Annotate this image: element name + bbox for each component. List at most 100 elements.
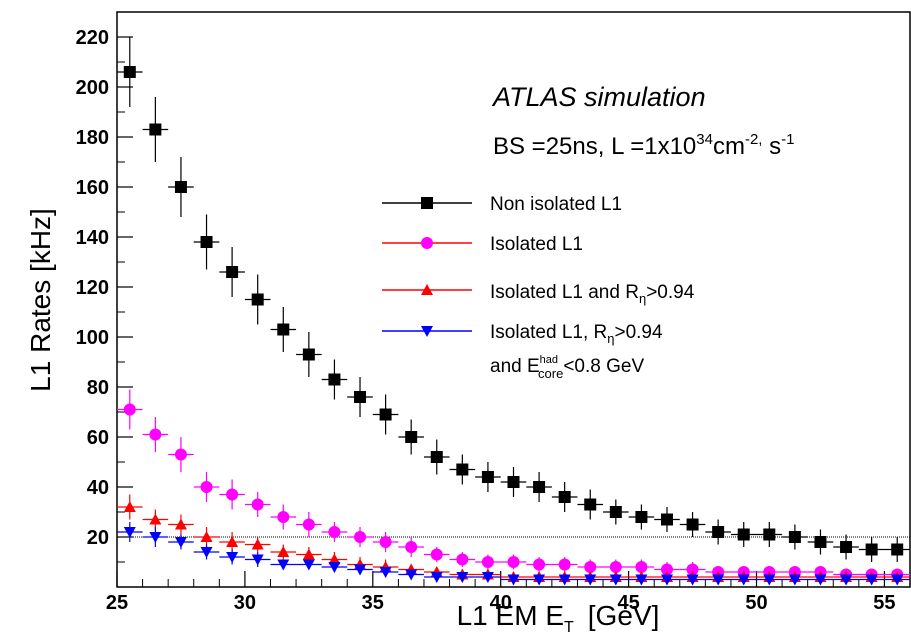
point-3-7 [302, 559, 315, 571]
point-3-28 [840, 574, 853, 586]
y-axis-title: L1 Rates [kHz] [25, 208, 56, 392]
y-tick-label-220: 220 [76, 27, 109, 49]
point-3-9 [354, 564, 367, 576]
x-tick-label-40: 40 [490, 592, 512, 614]
point-3-26 [788, 574, 801, 586]
point-3-25 [763, 574, 776, 586]
legend-label-2: Isolated L1 and Rη>0.94 [490, 282, 695, 306]
point-1-12 [430, 548, 443, 561]
point-3-20 [635, 574, 648, 586]
point-3-22 [686, 574, 699, 586]
legend: Non isolated L1 Isolated L1 Isolated L1 … [382, 194, 695, 381]
plot-frame [116, 11, 911, 588]
y-tick-label-140: 140 [76, 227, 109, 249]
annotation-conditions: BS =25ns, L =1x1034cm-2, s-1 [493, 131, 794, 160]
point-0-25 [763, 528, 776, 541]
point-1-13 [456, 553, 469, 566]
y-tick-label-200: 200 [76, 77, 109, 99]
point-1-9 [354, 531, 367, 543]
x-tick-label-25: 25 [106, 592, 128, 614]
point-2-2 [174, 518, 187, 530]
point-2-3 [200, 531, 213, 542]
legend-label-0: Non isolated L1 [490, 194, 622, 215]
legend-marker-1 [421, 237, 433, 249]
point-0-15 [507, 476, 520, 488]
point-0-18 [584, 498, 597, 511]
x-tick-label-50: 50 [745, 592, 767, 614]
point-3-14 [481, 572, 494, 583]
y-tick-label-100: 100 [76, 327, 109, 349]
x-axis-title: L1 EM ET [GeV] [457, 600, 660, 635]
point-3-24 [737, 574, 750, 586]
x-tick-label-30: 30 [234, 592, 256, 614]
point-0-17 [558, 491, 571, 503]
y-tick-label-60: 60 [87, 427, 109, 449]
point-1-19 [609, 561, 622, 573]
y-tick-label-80: 80 [87, 377, 109, 399]
point-1-0 [123, 403, 136, 416]
point-2-8 [328, 553, 341, 565]
legend-label-3: Isolated L1, Rη>0.94 [490, 322, 663, 346]
x-tick-label-35: 35 [362, 592, 384, 614]
y-tick-label-180: 180 [76, 127, 109, 149]
point-3-4 [226, 552, 239, 563]
point-2-7 [302, 548, 315, 560]
point-3-15 [507, 574, 520, 586]
point-2-4 [226, 536, 239, 547]
point-2-6 [277, 546, 290, 557]
point-1-20 [635, 561, 648, 573]
point-1-17 [558, 558, 571, 571]
point-3-17 [558, 574, 571, 586]
series-0 [117, 37, 910, 562]
point-3-29 [865, 574, 878, 586]
series-layer [117, 37, 910, 586]
x-axis-title-sub: T [564, 619, 574, 635]
x-tick-label-45: 45 [617, 592, 639, 614]
point-0-14 [481, 471, 494, 483]
point-2-1 [149, 513, 162, 525]
point-0-29 [865, 543, 878, 556]
point-3-23 [712, 574, 725, 586]
y-tick-label-120: 120 [76, 277, 109, 299]
point-1-3 [200, 481, 213, 493]
point-0-30 [891, 543, 904, 556]
point-0-27 [814, 536, 827, 548]
legend-label-1: Isolated L1 [490, 234, 583, 255]
point-0-19 [609, 506, 622, 518]
point-3-27 [814, 574, 827, 586]
point-0-0 [123, 66, 136, 78]
point-0-2 [174, 181, 187, 193]
point-3-12 [430, 572, 443, 583]
point-0-28 [840, 541, 853, 553]
point-3-11 [405, 569, 418, 581]
y-tick-label-40: 40 [87, 477, 109, 499]
point-3-0 [123, 527, 136, 538]
series-3 [117, 522, 910, 586]
point-3-6 [277, 559, 290, 571]
point-0-3 [200, 236, 213, 248]
point-1-6 [277, 511, 290, 523]
point-2-0 [123, 501, 136, 512]
point-3-5 [251, 554, 264, 566]
point-1-2 [174, 448, 187, 461]
legend-marker-0 [421, 197, 433, 209]
annotation-title: ATLAS simulation [491, 82, 706, 112]
point-3-1 [149, 532, 162, 543]
point-3-10 [379, 567, 392, 578]
legend-marker-2 [421, 284, 433, 295]
point-1-1 [149, 428, 162, 441]
point-1-8 [328, 526, 341, 538]
point-1-4 [226, 488, 239, 501]
point-0-8 [328, 373, 341, 386]
point-0-23 [712, 526, 725, 538]
point-1-5 [251, 498, 264, 511]
x-tick-label-55: 55 [873, 592, 895, 614]
point-1-22 [686, 563, 699, 576]
point-0-9 [354, 391, 367, 403]
y-tick-label-160: 160 [76, 177, 109, 199]
point-1-15 [507, 556, 520, 568]
point-1-10 [379, 536, 392, 548]
point-1-14 [481, 556, 494, 568]
point-0-10 [379, 408, 392, 421]
